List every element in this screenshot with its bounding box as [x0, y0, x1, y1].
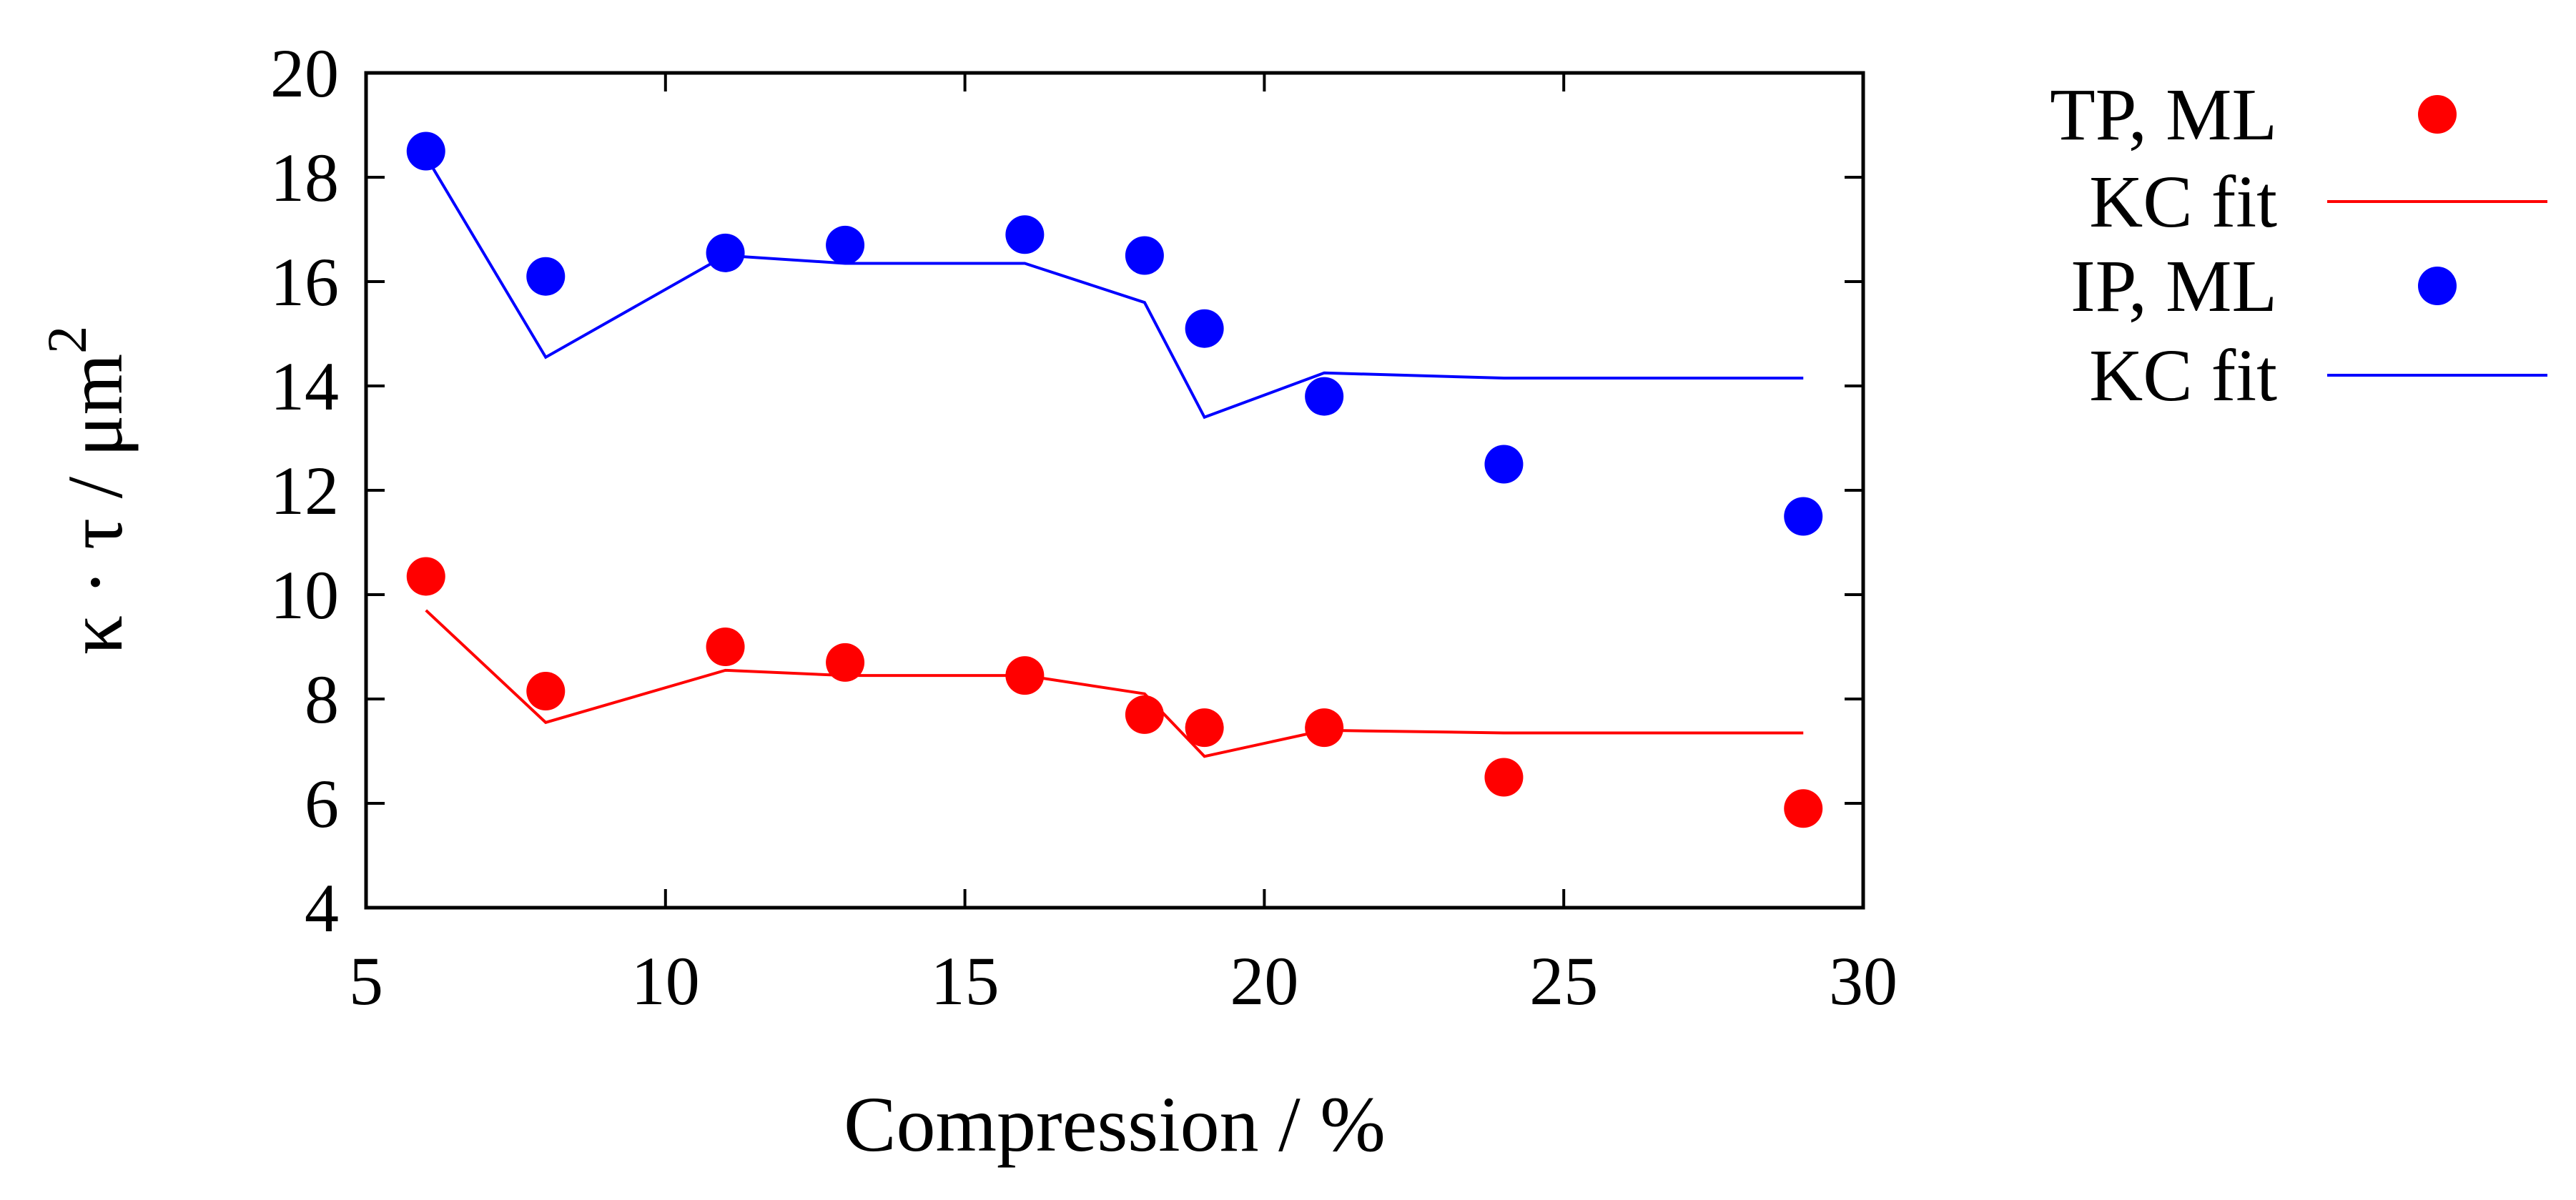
y-tick-label: 10 [270, 557, 339, 633]
x-tick-label: 20 [1230, 943, 1298, 1019]
data-point-0-9 [1784, 789, 1823, 828]
x-tick-label: 10 [631, 943, 700, 1019]
data-point-0-2 [706, 628, 745, 666]
y-axis-title: κ · τ / μm2 [36, 326, 139, 655]
y-tick-label: 8 [305, 661, 339, 738]
data-point-0-5 [1125, 695, 1164, 734]
y-axis-title-main: κ · τ / μm [51, 354, 139, 655]
data-point-0-1 [526, 672, 566, 711]
data-point-0-3 [826, 643, 865, 682]
data-point-0-7 [1305, 708, 1344, 748]
data-point-0-4 [1005, 656, 1045, 695]
plot-points [406, 132, 1823, 828]
plot-frame [364, 71, 1865, 910]
y-axis-title-superscript: 2 [36, 326, 98, 354]
data-point-2-3 [826, 225, 865, 264]
data-point-2-8 [1484, 445, 1524, 484]
y-axis-ticks: 4 6 8 10 12 14 16 18 20 [270, 35, 1863, 946]
data-point-2-2 [706, 233, 745, 272]
y-tick-label: 14 [270, 348, 339, 425]
x-tick-label: 30 [1829, 943, 1898, 1019]
legend-swatch-2 [2418, 267, 2457, 305]
data-point-2-7 [1305, 377, 1344, 416]
y-tick-label: 6 [305, 765, 339, 842]
x-axis-title: Compression / % [844, 1081, 1386, 1168]
data-point-2-9 [1784, 497, 1823, 536]
data-point-2-5 [1125, 236, 1164, 275]
y-tick-label: 20 [270, 35, 339, 111]
legend-label-0: TP, ML [2050, 74, 2277, 156]
y-tick-label: 4 [305, 870, 339, 946]
x-tick-label: 15 [931, 943, 1000, 1019]
data-point-2-1 [526, 257, 566, 296]
data-point-0-0 [406, 557, 445, 596]
legend-swatch-0 [2418, 95, 2457, 134]
legend-label-1: KC fit [2089, 161, 2277, 243]
data-point-2-0 [406, 132, 445, 171]
y-tick-label: 18 [270, 139, 339, 216]
plot-lines [425, 155, 1804, 758]
x-tick-label: 25 [1529, 943, 1598, 1019]
data-point-2-6 [1185, 309, 1224, 348]
data-point-2-4 [1005, 215, 1045, 254]
legend-label-2: IP, ML [2071, 245, 2277, 327]
legend-label-3: KC fit [2089, 334, 2277, 417]
x-tick-label: 5 [349, 943, 383, 1019]
data-point-0-8 [1484, 758, 1524, 797]
y-tick-label: 12 [270, 452, 339, 529]
data-point-0-6 [1185, 708, 1224, 748]
x-axis-ticks: 5 10 15 20 25 30 [349, 73, 1898, 1019]
series-line-1 [425, 609, 1804, 758]
series-line-3 [425, 155, 1804, 420]
y-tick-label: 16 [270, 244, 339, 320]
